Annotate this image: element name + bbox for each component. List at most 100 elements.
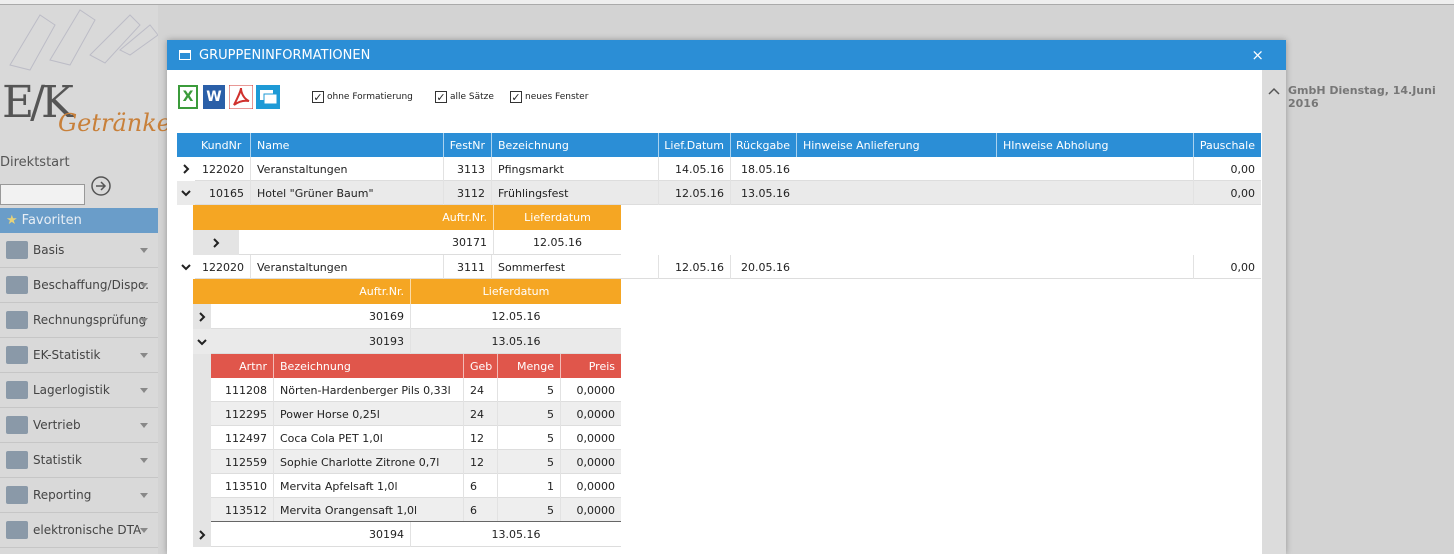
menu-item[interactable]: Statistik — [0, 443, 158, 478]
cell: Mervita Apfelsaft 1,0l — [273, 474, 463, 498]
item-row: 112295 Power Horse 0,25l 24 5 0,0000 — [211, 402, 621, 426]
collapse-icon[interactable] — [181, 188, 191, 198]
window-export[interactable] — [256, 85, 280, 109]
cell: Pfingsmarkt — [491, 157, 658, 181]
cell: 0,0000 — [560, 378, 621, 402]
column-header: Pauschale — [1193, 133, 1261, 157]
column-header: Hinweise Anlieferung — [796, 133, 996, 157]
column-header: HInweise Abholung — [996, 133, 1193, 157]
cell: 12.05.16 — [658, 255, 730, 279]
favoriten-bar[interactable]: ★ Favoriten — [0, 208, 158, 233]
orders-header-spacer — [193, 205, 239, 230]
option-checkbox[interactable]: ✓ alle Sätze — [435, 91, 494, 103]
close-button[interactable]: × — [1251, 46, 1264, 64]
column-header: Preis — [560, 354, 621, 378]
expand-toggle[interactable] — [193, 230, 239, 255]
menu-item[interactable]: Basis — [0, 233, 158, 268]
collapse-icon[interactable] — [181, 262, 191, 272]
header-spacer — [177, 133, 195, 157]
cell: 0,00 — [1193, 157, 1261, 181]
expand-toggle[interactable] — [193, 304, 211, 329]
orders-header-spacer — [193, 279, 211, 304]
word-export[interactable]: W — [203, 85, 225, 109]
menu-item[interactable]: Vertrieb — [0, 408, 158, 443]
menu-item[interactable]: EK-Statistik — [0, 338, 158, 373]
menu-chevron — [140, 388, 148, 393]
order-row: 30169 12.05.16 — [211, 304, 621, 329]
cell: 24 — [463, 402, 497, 426]
expand-toggle[interactable] — [177, 255, 195, 279]
cell: 5 — [497, 450, 560, 474]
cell: 5 — [497, 426, 560, 450]
cell: 3111 — [443, 255, 491, 279]
menu-chevron — [140, 283, 148, 288]
menu-item[interactable]: Lagerlogistik — [0, 373, 158, 408]
cell: 111208 — [225, 383, 267, 397]
cell: 18.05.16 — [730, 157, 796, 181]
expand-toggle[interactable] — [177, 157, 195, 181]
dialog-title: GRUPPENINFORMATIONEN — [199, 47, 371, 63]
cell: 5 — [497, 498, 560, 522]
menu-icon — [6, 346, 28, 364]
menu-chevron — [140, 248, 148, 253]
cell: 6 — [463, 474, 497, 498]
expand-toggle[interactable] — [193, 329, 211, 354]
cell: 3113 — [443, 157, 491, 181]
orders-header: Auftr.Nr. Lieferdatum — [211, 279, 621, 304]
menu-chevron — [140, 318, 148, 323]
column-header: Name — [250, 133, 443, 157]
menu-chevron — [140, 423, 148, 428]
scroll-up[interactable] — [1268, 86, 1280, 96]
menu-icon — [6, 241, 28, 259]
cell: 122020 — [202, 260, 244, 274]
excel-export[interactable]: X — [178, 85, 198, 109]
menu-item[interactable]: elektronische DTA — [0, 513, 158, 548]
expand-toggle[interactable] — [177, 181, 195, 205]
menu-item[interactable]: Beschaffung/Dispo. — [0, 268, 158, 303]
checkbox: ✓ — [510, 91, 522, 104]
cell: 12 — [463, 450, 497, 474]
window-icon — [179, 50, 191, 60]
column-header: Rückgabe — [730, 133, 796, 157]
items-indent — [193, 354, 211, 522]
column-header: Auftr.Nr. — [359, 285, 404, 298]
menu-item[interactable]: Reporting — [0, 478, 158, 513]
option-label: neues Fenster — [525, 92, 589, 102]
menu-icon — [6, 416, 28, 434]
direktstart-label: Direktstart — [0, 155, 70, 170]
grid-header: KundNr Name FestNr Bezeichnung Lief.Datum Rüc… — [195, 133, 1261, 157]
menu-item[interactable]: Rechnungsprüfung — [0, 303, 158, 338]
expand-icon[interactable] — [181, 164, 191, 174]
cell: Veranstaltungen — [250, 157, 443, 181]
menu-label: Reporting — [33, 488, 92, 502]
cell: 12.05.16 — [410, 304, 621, 329]
cell: 30171 — [452, 236, 487, 249]
checkbox: ✓ — [435, 91, 447, 104]
items-header: Artnr Bezeichnung Geb Menge Preis — [211, 354, 621, 378]
cell: 13.05.16 — [730, 181, 796, 205]
menu-label: Rechnungsprüfung — [33, 313, 147, 327]
expand-icon[interactable] — [197, 529, 207, 540]
option-checkbox[interactable]: ✓ ohne Formatierung — [312, 91, 413, 103]
scrollbar[interactable] — [1262, 70, 1286, 554]
cell: 0,0000 — [560, 450, 621, 474]
menu-chevron — [140, 528, 148, 533]
go-button[interactable] — [90, 175, 112, 197]
menu-label: Beschaffung/Dispo. — [33, 278, 149, 292]
sidebar: E/K Getränke Direktstart ★ Favoriten Basi… — [0, 5, 171, 554]
menu-icon — [6, 451, 28, 469]
collapse-icon[interactable] — [197, 337, 207, 347]
expand-icon[interactable] — [211, 237, 221, 248]
cell: 0,0000 — [560, 426, 621, 450]
pdf-export[interactable] — [229, 85, 253, 109]
expand-toggle[interactable] — [193, 522, 211, 547]
cell: 24 — [463, 378, 497, 402]
top-bar — [0, 0, 1454, 5]
item-row: 112497 Coca Cola PET 1,0l 12 5 0,0000 — [211, 426, 621, 450]
option-checkbox[interactable]: ✓ neues Fenster — [510, 91, 588, 103]
cell: 30194 — [369, 528, 404, 541]
direktstart-input[interactable] — [0, 184, 85, 205]
expand-icon[interactable] — [197, 311, 207, 322]
grid-row: 122020 Veranstaltungen 3113 Pfingsmarkt 14.0… — [195, 157, 1261, 181]
